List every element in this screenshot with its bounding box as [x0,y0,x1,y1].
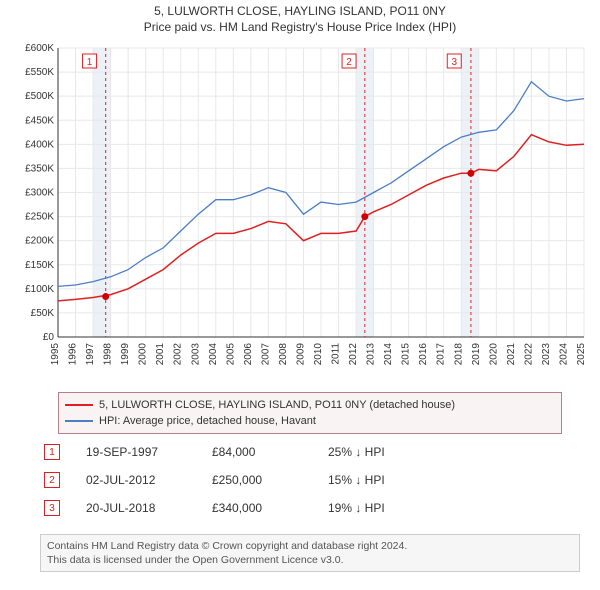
svg-text:£450K: £450K [25,115,54,126]
svg-text:2017: 2017 [436,343,447,366]
svg-text:£250K: £250K [25,212,54,223]
legend-label: 5, LULWORTH CLOSE, HAYLING ISLAND, PO11 … [99,397,455,413]
svg-text:1997: 1997 [85,343,96,366]
svg-text:2018: 2018 [453,343,464,366]
svg-text:2019: 2019 [471,343,482,366]
legend-swatch [65,404,93,406]
footer-line-1: Contains HM Land Registry data © Crown c… [47,539,573,553]
event-row: 2 02-JUL-2012 £250,000 15% ↓ HPI [40,468,570,492]
svg-text:1999: 1999 [120,343,131,366]
svg-text:£500K: £500K [25,91,54,102]
svg-text:2001: 2001 [155,343,166,366]
svg-text:£550K: £550K [25,67,54,78]
svg-text:1995: 1995 [50,343,61,366]
line-chart-svg: £0 £50K £100K £150K £200K £250K £300K £350K £400… [10,42,590,377]
legend-item: HPI: Average price, detached house, Hava… [65,413,555,429]
svg-text:£0: £0 [43,332,55,343]
svg-text:£350K: £350K [25,163,54,174]
svg-text:2021: 2021 [506,343,517,366]
event-delta: 19% ↓ HPI [328,501,428,515]
svg-text:2: 2 [346,57,352,68]
event-badge: 1 [44,444,60,460]
svg-text:2011: 2011 [331,343,342,365]
events-table: 1 19-SEP-1997 £84,000 25% ↓ HPI 2 02-JUL… [40,440,570,524]
svg-text:2000: 2000 [138,343,149,366]
svg-text:2023: 2023 [541,343,552,366]
footer-line-2: This data is licensed under the Open Gov… [47,553,573,567]
svg-text:2012: 2012 [348,343,359,366]
svg-text:2007: 2007 [260,343,271,366]
svg-text:£150K: £150K [25,260,54,271]
svg-text:2013: 2013 [366,343,377,366]
svg-text:2006: 2006 [243,343,254,366]
svg-text:2024: 2024 [558,343,569,366]
svg-text:3: 3 [451,57,457,68]
svg-text:£300K: £300K [25,188,54,199]
svg-text:2002: 2002 [173,343,184,366]
legend-item: 5, LULWORTH CLOSE, HAYLING ISLAND, PO11 … [65,397,555,413]
svg-text:2014: 2014 [383,343,394,366]
event-date: 20-JUL-2018 [86,501,186,515]
title-line-1: 5, LULWORTH CLOSE, HAYLING ISLAND, PO11 … [0,4,600,18]
event-delta: 15% ↓ HPI [328,473,428,487]
svg-text:2009: 2009 [295,343,306,366]
svg-text:1998: 1998 [103,343,114,366]
svg-text:2025: 2025 [576,343,587,366]
footer-attribution: Contains HM Land Registry data © Crown c… [40,534,580,572]
event-badge: 2 [44,472,60,488]
legend-swatch [65,420,93,422]
event-price: £84,000 [212,445,302,459]
event-price: £250,000 [212,473,302,487]
event-price: £340,000 [212,501,302,515]
svg-text:2010: 2010 [313,343,324,366]
svg-text:2022: 2022 [523,343,534,366]
event-date: 19-SEP-1997 [86,445,186,459]
event-badge: 3 [44,500,60,516]
svg-text:£600K: £600K [25,43,54,54]
title-line-2: Price paid vs. HM Land Registry's House … [0,20,600,34]
svg-text:2016: 2016 [418,343,429,366]
svg-text:1: 1 [87,57,93,68]
chart-titles: 5, LULWORTH CLOSE, HAYLING ISLAND, PO11 … [0,0,600,34]
svg-text:1996: 1996 [68,343,79,366]
event-delta: 25% ↓ HPI [328,445,428,459]
svg-text:2003: 2003 [190,343,201,366]
event-row: 1 19-SEP-1997 £84,000 25% ↓ HPI [40,440,570,464]
svg-text:£400K: £400K [25,139,54,150]
svg-text:2005: 2005 [225,343,236,366]
legend: 5, LULWORTH CLOSE, HAYLING ISLAND, PO11 … [58,392,562,434]
event-row: 3 20-JUL-2018 £340,000 19% ↓ HPI [40,496,570,520]
svg-text:£200K: £200K [25,236,54,247]
chart-area: £0 £50K £100K £150K £200K £250K £300K £350K £400… [10,42,590,377]
svg-text:2015: 2015 [401,343,412,366]
svg-text:£50K: £50K [31,308,55,319]
svg-text:2004: 2004 [208,343,219,366]
svg-text:£100K: £100K [25,284,54,295]
svg-text:2020: 2020 [488,343,499,366]
legend-label: HPI: Average price, detached house, Hava… [99,413,316,429]
svg-text:2008: 2008 [278,343,289,366]
event-date: 02-JUL-2012 [86,473,186,487]
